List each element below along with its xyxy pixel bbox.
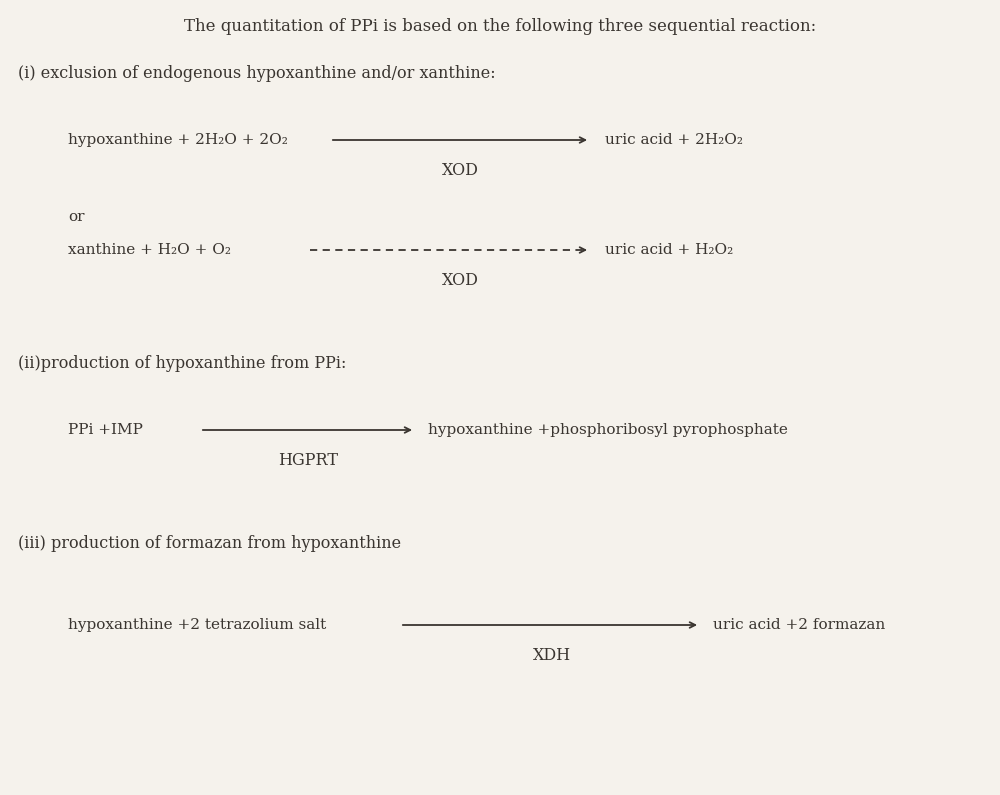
Text: (iii) production of formazan from hypoxanthine: (iii) production of formazan from hypoxa…	[18, 535, 401, 552]
Text: uric acid + H₂O₂: uric acid + H₂O₂	[605, 243, 733, 257]
Text: PPi +IMP: PPi +IMP	[68, 423, 143, 437]
Text: uric acid + 2H₂O₂: uric acid + 2H₂O₂	[605, 133, 743, 147]
Text: XOD: XOD	[442, 272, 478, 289]
Text: (ii)production of hypoxanthine from PPi:: (ii)production of hypoxanthine from PPi:	[18, 355, 346, 372]
Text: XOD: XOD	[442, 162, 478, 179]
Text: hypoxanthine +2 tetrazolium salt: hypoxanthine +2 tetrazolium salt	[68, 618, 326, 632]
Text: uric acid +2 formazan: uric acid +2 formazan	[713, 618, 885, 632]
Text: or: or	[68, 210, 84, 224]
Text: HGPRT: HGPRT	[278, 452, 338, 469]
Text: The quantitation of PPi is based on the following three sequential reaction:: The quantitation of PPi is based on the …	[184, 18, 816, 35]
Text: xanthine + H₂O + O₂: xanthine + H₂O + O₂	[68, 243, 231, 257]
Text: (i) exclusion of endogenous hypoxanthine and/or xanthine:: (i) exclusion of endogenous hypoxanthine…	[18, 65, 496, 82]
Text: hypoxanthine +phosphoribosyl pyrophosphate: hypoxanthine +phosphoribosyl pyrophospha…	[428, 423, 788, 437]
Text: hypoxanthine + 2H₂O + 2O₂: hypoxanthine + 2H₂O + 2O₂	[68, 133, 288, 147]
Text: XDH: XDH	[533, 647, 571, 664]
